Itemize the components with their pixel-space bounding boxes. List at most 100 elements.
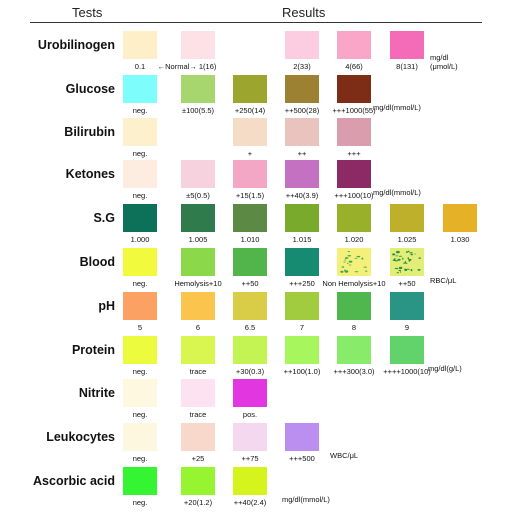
hemolysis-speckle-icon <box>340 251 368 273</box>
swatch-value-label: neg. <box>132 454 148 463</box>
test-row-glucose: Glucose neg. ±100(5.5) +250(14) ++500(28) +++… <box>0 75 512 117</box>
swatch-value-label: +++500 <box>289 454 315 463</box>
unit-line: mg/dl(mmol/L) <box>282 495 330 504</box>
tests-column-header: Tests <box>72 5 103 20</box>
unit-label: mg/dl(mmol/L) <box>373 188 421 197</box>
swatch-value-label: ±5(0.5) <box>186 191 210 200</box>
color-swatch <box>443 204 477 232</box>
color-swatch <box>337 336 371 364</box>
unit-line: mg/dl(g/L) <box>428 364 462 373</box>
swatch-value-label: 1.020 <box>344 235 364 244</box>
test-row-urobilinogen: Urobilinogen 0.1 2(33) 4(66) 8(131) ←Normal→ … <box>0 31 512 73</box>
color-swatch <box>181 379 215 407</box>
color-swatch <box>181 336 215 364</box>
color-swatch <box>337 75 371 103</box>
swatch-value-label: neg. <box>132 149 148 158</box>
unit-label: mg/dl(mmol/L) <box>373 103 421 112</box>
swatch-value-label: ±100(5.5) <box>181 106 215 115</box>
swatch-value-label: ++100(1.0) <box>283 367 321 376</box>
color-swatch <box>123 423 157 451</box>
color-swatch <box>337 204 371 232</box>
color-swatch <box>233 118 267 146</box>
swatch-value-label: neg. <box>132 498 148 507</box>
color-swatch <box>390 31 424 59</box>
color-swatch <box>337 248 371 276</box>
color-swatch <box>390 292 424 320</box>
swatch-value-label: 1.010 <box>240 235 260 244</box>
test-name: Leukocytes <box>46 430 115 444</box>
swatch-value-label: ++40(2.4) <box>233 498 267 507</box>
color-swatch <box>285 248 319 276</box>
swatch-value-label: 1.015 <box>292 235 312 244</box>
color-swatch <box>123 160 157 188</box>
unit-label: mg/dl(g/L) <box>428 364 462 373</box>
color-swatch <box>390 204 424 232</box>
swatch-value-label: ++50 <box>398 279 416 288</box>
swatch-value-label: +15(1.5) <box>235 191 265 200</box>
test-name: Bilirubin <box>64 125 115 139</box>
unit-line: (μmol/L) <box>430 62 458 71</box>
color-swatch <box>123 204 157 232</box>
swatch-value-label: +250(14) <box>234 106 266 115</box>
unit-label: mg/dl(mmol/L) <box>282 495 330 504</box>
swatch-value-label: Hemolysis+10 <box>174 279 222 288</box>
color-swatch <box>123 336 157 364</box>
swatch-value-label: 1.005 <box>188 235 208 244</box>
color-swatch <box>233 336 267 364</box>
swatch-value-label: 8(131) <box>396 62 418 71</box>
color-swatch <box>337 160 371 188</box>
swatch-value-label: 7 <box>299 323 305 332</box>
table-header: Tests Results <box>0 0 512 23</box>
color-swatch <box>285 423 319 451</box>
swatch-value-label: + <box>247 149 253 158</box>
unit-label: WBC/μL <box>330 451 358 460</box>
color-swatch <box>390 248 424 276</box>
color-swatch <box>123 75 157 103</box>
unit-line: WBC/μL <box>330 451 359 460</box>
test-name: Protein <box>71 343 115 357</box>
header-divider <box>30 22 482 23</box>
test-row-leukocytes: Leukocytes neg. +25 ++75 +++500 WBC/μL <box>0 423 512 465</box>
color-swatch <box>233 292 267 320</box>
swatch-value-label: ++75 <box>241 454 259 463</box>
swatch-value-label: +++300(3.0) <box>333 367 375 376</box>
swatch-value-label: pos. <box>242 410 258 419</box>
swatch-value-label: 4(66) <box>345 62 363 71</box>
swatch-value-label: trace <box>189 367 207 376</box>
swatch-value-label: +++250 <box>289 279 315 288</box>
test-name: Ketones <box>65 167 115 181</box>
color-swatch <box>390 336 424 364</box>
swatch-value-label: neg. <box>132 279 148 288</box>
color-swatch <box>233 75 267 103</box>
results-column-header: Results <box>282 5 326 20</box>
color-swatch <box>337 292 371 320</box>
test-row-bilirubin: Bilirubin neg. + ++ +++ <box>0 118 512 160</box>
swatch-value-label: neg. <box>132 191 148 200</box>
test-row-blood: Blood neg. Hemolysis+10 ++50 +++250 Non Hemol… <box>0 248 512 290</box>
color-swatch <box>285 31 319 59</box>
swatch-value-label: 1.025 <box>397 235 417 244</box>
color-swatch <box>233 160 267 188</box>
swatch-value-label: neg. <box>132 106 148 115</box>
swatch-value-label: +20(1.2) <box>183 498 213 507</box>
test-name: S.G <box>93 211 115 225</box>
swatch-value-label: 0.1 <box>134 62 146 71</box>
swatch-value-label: neg. <box>132 367 148 376</box>
color-swatch <box>181 31 215 59</box>
color-swatch <box>285 292 319 320</box>
color-swatch <box>233 467 267 495</box>
color-swatch <box>233 423 267 451</box>
color-swatch <box>123 467 157 495</box>
color-swatch <box>337 31 371 59</box>
color-swatch <box>285 336 319 364</box>
color-swatch <box>285 75 319 103</box>
test-name: Ascorbic acid <box>33 474 115 488</box>
swatch-value-label: neg. <box>132 410 148 419</box>
test-name: Glucose <box>65 82 115 96</box>
swatch-value-label: 5 <box>137 323 143 332</box>
color-swatch <box>181 467 215 495</box>
swatch-value-label: 6.5 <box>244 323 256 332</box>
swatch-value-label: +++ <box>347 149 361 158</box>
unit-label: RBC/μL <box>430 276 456 285</box>
color-swatch <box>337 118 371 146</box>
